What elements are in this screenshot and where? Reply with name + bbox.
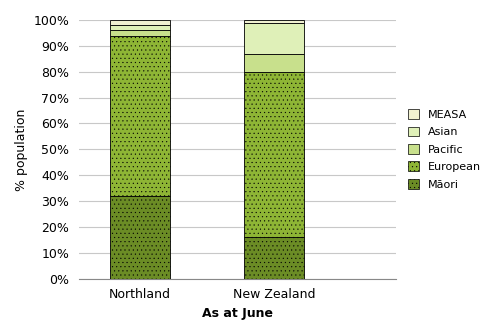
- Bar: [244, 22, 304, 54]
- X-axis label: As at June: As at June: [202, 307, 273, 320]
- Bar: [110, 25, 170, 30]
- Bar: [244, 20, 304, 22]
- Bar: [110, 20, 170, 25]
- Bar: [244, 237, 304, 279]
- Bar: [244, 54, 304, 72]
- Bar: [110, 30, 170, 36]
- Bar: [110, 36, 170, 196]
- Bar: [110, 196, 170, 279]
- Bar: [244, 72, 304, 237]
- Legend: MEASA, Asian, Pacific, European, Māori: MEASA, Asian, Pacific, European, Māori: [404, 106, 484, 193]
- Y-axis label: % population: % population: [15, 108, 28, 191]
